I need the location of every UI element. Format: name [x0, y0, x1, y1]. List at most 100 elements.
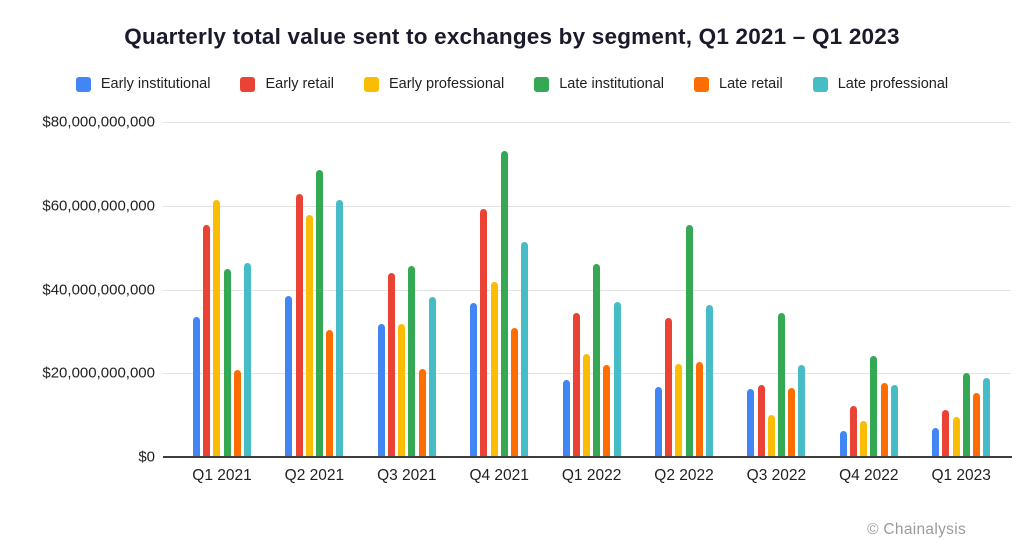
- attribution-text: © Chainalysis: [867, 521, 966, 538]
- bar-late-professional-q2-2021: [336, 200, 344, 457]
- bar-early-institutional-q1-2023: [932, 427, 940, 457]
- bar-late-professional-q3-2021: [428, 296, 436, 457]
- bar-late-institutional-q4-2022: [870, 355, 878, 457]
- legend-item-early-retail: Early retail: [240, 76, 334, 92]
- bar-late-institutional-q2-2021: [315, 170, 323, 457]
- legend: Early institutional Early retail Early pro…: [0, 76, 1024, 92]
- bar-group-q1-2023: [932, 373, 991, 457]
- x-axis-tick-label: Q1 2023: [931, 467, 991, 484]
- legend-swatch-icon: [75, 76, 91, 92]
- bar-late-retail-q2-2021: [326, 330, 334, 457]
- bar-early-professional-q4-2022: [860, 421, 868, 457]
- gridline: [163, 289, 1011, 291]
- x-axis-tick-label: Q2 2021: [284, 467, 345, 484]
- y-axis-tick-label: $80,000,000,000: [42, 113, 155, 131]
- bar-late-retail-q1-2021: [233, 369, 241, 457]
- legend-swatch-icon: [534, 76, 550, 92]
- bar-early-professional-q2-2022: [675, 363, 683, 457]
- bar-early-professional-q1-2021: [213, 200, 221, 457]
- bar-early-institutional-q4-2021: [470, 303, 478, 457]
- x-axis-tick-label: Q2 2022: [654, 467, 714, 484]
- x-axis-tick-label: Q1 2021: [192, 467, 252, 484]
- legend-swatch-icon: [240, 76, 256, 92]
- y-axis-tick-label: $40,000,000,000: [42, 281, 155, 298]
- bar-early-professional-q3-2021: [398, 323, 406, 457]
- y-axis-tick-label: $0: [138, 448, 155, 466]
- bar-late-retail-q3-2022: [788, 388, 796, 457]
- chart-title: Quarterly total value sent to exchanges …: [124, 24, 900, 49]
- bar-late-retail-q4-2022: [880, 383, 888, 457]
- x-axis-tick-label: Q4 2022: [839, 467, 899, 484]
- bar-group-q3-2021: [377, 266, 436, 457]
- y-axis-tick-label: $60,000,000,000: [42, 197, 155, 215]
- gridline: [163, 205, 1011, 207]
- legend-swatch-icon: [363, 76, 379, 92]
- legend-label: Late retail: [719, 76, 783, 92]
- bar-early-retail-q4-2021: [480, 208, 488, 457]
- bar-early-retail-q1-2022: [572, 313, 580, 457]
- bar-group-q2-2022: [655, 225, 713, 457]
- legend-label: Early retail: [265, 76, 334, 92]
- legend-label: Early institutional: [100, 76, 211, 92]
- x-axis-tick-label: Q3 2021: [377, 467, 437, 484]
- legend-label: Late institutional: [559, 76, 665, 92]
- bar-late-institutional-q3-2021: [408, 266, 416, 457]
- bar-group-q1-2022: [562, 263, 621, 457]
- bar-late-institutional-q1-2021: [223, 269, 231, 457]
- gridline: [163, 122, 1011, 123]
- bar-early-retail-q1-2021: [203, 225, 211, 457]
- bar-early-institutional-q1-2022: [562, 380, 570, 457]
- legend-label: Early professional: [388, 76, 505, 92]
- bar-early-retail-q3-2022: [757, 384, 765, 457]
- bar-group-q4-2021: [470, 151, 529, 457]
- bar-early-professional-q1-2022: [582, 354, 590, 457]
- x-axis-tick-label: Q4 2021: [469, 467, 529, 484]
- bar-late-professional-q4-2021: [521, 242, 529, 457]
- y-axis-tick-label: $20,000,000,000: [42, 364, 155, 382]
- bar-group-q3-2022: [747, 313, 806, 457]
- bar-late-retail-q3-2021: [418, 369, 426, 457]
- bar-late-professional-q4-2022: [890, 385, 898, 457]
- bar-late-professional-q1-2022: [613, 302, 621, 457]
- bar-early-institutional-q2-2022: [655, 387, 662, 457]
- bar-early-professional-q1-2023: [952, 417, 960, 457]
- bar-early-retail-q2-2022: [665, 317, 673, 457]
- bar-group-q1-2021: [193, 200, 251, 457]
- bar-late-institutional-q1-2022: [593, 263, 601, 457]
- bar-early-institutional-q2-2021: [285, 295, 293, 457]
- bar-late-institutional-q2-2022: [685, 225, 693, 457]
- bar-early-professional-q4-2021: [490, 281, 498, 457]
- bar-late-institutional-q4-2021: [500, 151, 508, 457]
- legend-label: Late professional: [837, 76, 949, 92]
- bar-late-retail-q4-2021: [510, 328, 518, 457]
- legend-item-late-institutional: Late institutional: [534, 76, 664, 92]
- legend-swatch-icon: [694, 76, 710, 92]
- x-axis-line: [163, 456, 1012, 458]
- x-axis-tick-label: Q1 2022: [561, 467, 622, 484]
- bar-early-professional-q3-2022: [767, 415, 775, 457]
- bar-early-professional-q2-2021: [305, 215, 313, 457]
- bar-late-professional-q2-2022: [705, 305, 713, 457]
- bar-early-institutional-q3-2022: [747, 388, 755, 457]
- bar-late-professional-q1-2021: [243, 262, 251, 457]
- bar-early-institutional-q4-2022: [839, 430, 847, 457]
- bar-group-q4-2022: [839, 355, 898, 457]
- bar-late-institutional-q3-2022: [777, 313, 785, 457]
- legend-item-early-institutional: Early institutional: [75, 76, 211, 92]
- legend-item-late-professional: Late professional: [812, 76, 949, 92]
- bar-late-retail-q1-2023: [972, 392, 980, 457]
- bar-early-retail-q1-2023: [942, 409, 950, 457]
- legend-swatch-icon: [812, 76, 828, 92]
- bar-group-q2-2021: [285, 170, 344, 457]
- legend-item-early-professional: Early professional: [363, 76, 505, 92]
- x-axis-tick-label: Q3 2022: [746, 467, 807, 484]
- bar-late-retail-q2-2022: [695, 361, 703, 457]
- bar-early-retail-q4-2022: [849, 405, 857, 457]
- bar-early-retail-q3-2021: [387, 272, 395, 457]
- bar-early-institutional-q1-2021: [193, 316, 200, 457]
- bar-late-institutional-q1-2023: [962, 373, 970, 457]
- bar-late-professional-q3-2022: [798, 365, 806, 457]
- legend-item-late-retail: Late retail: [694, 76, 783, 92]
- bar-late-professional-q1-2023: [983, 378, 991, 457]
